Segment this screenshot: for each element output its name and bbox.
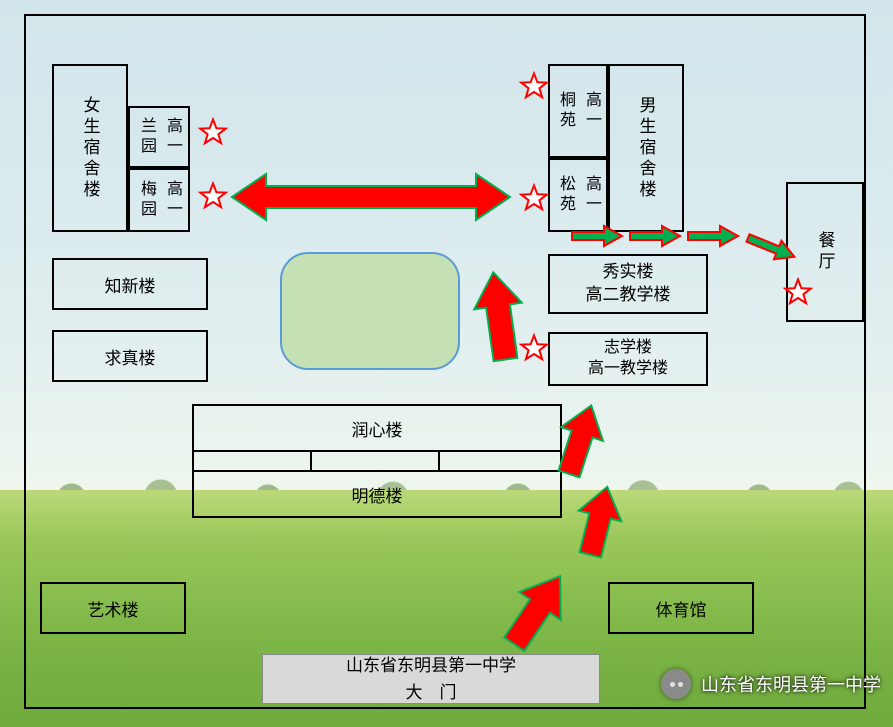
building-tongyuan: 桐苑 高一	[548, 64, 608, 158]
label-zhixue-1: 志学楼	[604, 338, 652, 359]
label-runxin: 润心楼	[352, 416, 403, 441]
label-meiyuan-2: 高一	[160, 180, 184, 220]
building-art: 艺术楼	[40, 582, 186, 634]
label-xiushi-1: 秀实楼	[603, 261, 654, 284]
building-zhixin: 知新楼	[52, 258, 208, 310]
building-mingde: 明德楼	[192, 470, 562, 518]
runxin-div-1	[310, 452, 312, 470]
watermark: 山东省东明县第一中学	[661, 669, 881, 699]
green-field	[280, 252, 460, 370]
building-girls-dorm: 女生宿舍楼	[52, 64, 128, 232]
label-songyuan-1: 松苑	[553, 175, 577, 215]
label-mingde: 明德楼	[352, 482, 403, 507]
building-zhixue: 志学楼 高一教学楼	[548, 332, 708, 386]
label-lanyuan-2: 高一	[160, 117, 184, 157]
label-zhixin: 知新楼	[105, 272, 156, 297]
building-songyuan: 松苑 高一	[548, 158, 608, 232]
label-tongyuan-1: 桐苑	[553, 91, 577, 131]
label-meiyuan-1: 梅园	[134, 180, 158, 220]
label-qiuzhen: 求真楼	[105, 344, 156, 369]
label-zhixue-2: 高一教学楼	[588, 359, 668, 380]
runxin-div-2	[438, 452, 440, 470]
label-gym: 体育馆	[656, 596, 707, 621]
label-girls-dorm: 女生宿舍楼	[78, 96, 103, 201]
gate-line2: 大 门	[406, 679, 457, 706]
runxin-subrow	[192, 452, 562, 470]
building-canteen: 餐厅	[786, 182, 864, 322]
label-songyuan-2: 高一	[579, 175, 603, 215]
building-qiuzhen: 求真楼	[52, 330, 208, 382]
wechat-icon	[661, 669, 691, 699]
building-xiushi: 秀实楼 高二教学楼	[548, 254, 708, 314]
gate-line1: 山东省东明县第一中学	[346, 652, 516, 679]
gate-box: 山东省东明县第一中学 大 门	[262, 654, 600, 704]
building-lanyuan: 兰园 高一	[128, 106, 190, 168]
watermark-text: 山东省东明县第一中学	[701, 671, 881, 697]
label-boys-dorm: 男生宿舍楼	[634, 96, 659, 201]
label-canteen: 餐厅	[813, 231, 838, 273]
building-boys-dorm: 男生宿舍楼	[608, 64, 684, 232]
wechat-dots-icon	[670, 682, 683, 687]
building-gym: 体育馆	[608, 582, 754, 634]
label-tongyuan-2: 高一	[579, 91, 603, 131]
label-xiushi-2: 高二教学楼	[586, 284, 671, 307]
building-runxin: 润心楼	[192, 404, 562, 452]
label-lanyuan-1: 兰园	[134, 117, 158, 157]
building-meiyuan: 梅园 高一	[128, 168, 190, 232]
label-art: 艺术楼	[88, 596, 139, 621]
